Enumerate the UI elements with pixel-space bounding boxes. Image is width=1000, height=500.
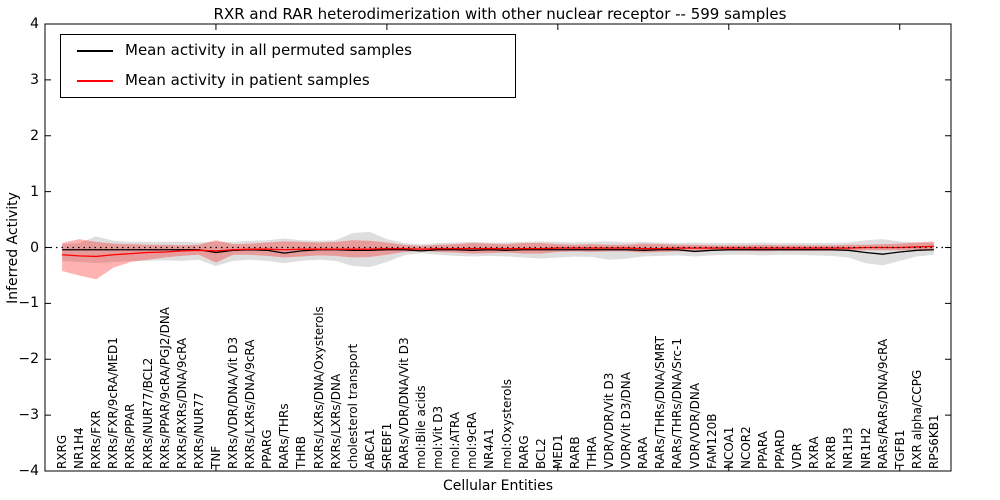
legend-label-patient: Mean activity in patient samples	[125, 71, 370, 89]
x-tick-label: RXRs/NUR77	[191, 392, 206, 469]
x-tick-label: RARG	[516, 435, 531, 469]
x-tick-label: PPARD	[773, 429, 788, 470]
x-tick-label: RXRs/LXRs/DNA/Oxysterols	[311, 306, 326, 469]
x-tick-label: SREBF1	[379, 422, 394, 469]
x-tick-label: RXRs/RXRs/DNA/9cRA	[174, 337, 189, 469]
x-tick-label: mol:ATRA	[448, 411, 463, 469]
x-tick-label: BCL2	[533, 438, 548, 469]
y-tick-label: 2	[30, 127, 39, 144]
x-tick-label: RARs/THRs/DNA/SMRT	[653, 336, 668, 469]
x-tick-label: RARs/RARs/DNA/9cRA	[875, 338, 890, 469]
y-tick-label: 0	[30, 239, 39, 256]
y-tick-label: 1	[30, 183, 39, 200]
y-tick-label: −3	[18, 407, 39, 424]
x-tick-label: MED1	[550, 434, 565, 469]
x-tick-label: TNF	[208, 445, 223, 469]
x-tick-label: RARA	[636, 436, 651, 469]
x-tick-label: RXRG	[55, 434, 70, 469]
x-tick-label: NR1H3	[841, 427, 856, 469]
x-tick-label: RXRs/NUR77/BCL2	[140, 357, 155, 469]
x-tick-label: RARs/THRs/DNA/Src-1	[670, 338, 685, 469]
y-tick-label: 4	[30, 16, 39, 32]
x-tick-label: mol:Vit D3	[431, 405, 446, 469]
y-tick-label: 3	[30, 71, 39, 88]
legend-line-red	[77, 80, 113, 82]
x-tick-label: THRA	[585, 436, 600, 469]
x-tick-label: RXRs/PPAR/9cRA/PGJ2/DNA	[157, 307, 172, 469]
x-tick-label: RXRs/LXRs/DNA	[328, 373, 343, 469]
x-tick-label: VDR/VDR/DNA	[687, 382, 702, 469]
x-tick-label: RXR alpha/CCPG	[909, 369, 924, 469]
x-tick-label: VDR	[790, 443, 805, 469]
chart-title: RXR and RAR heterodimerization with othe…	[213, 5, 787, 23]
x-tick-label: VDR/VDR/Vit D3	[602, 372, 617, 469]
legend-item-patient: Mean activity in patient samples	[61, 67, 515, 95]
x-tick-label: NCOA1	[721, 426, 736, 469]
x-tick-label: NR4A1	[482, 428, 497, 469]
x-tick-label: mol:Bile acids	[414, 385, 429, 469]
x-tick-label: RXRs/FXR/9cRA/MED1	[106, 337, 121, 469]
x-tick-label: cholesterol transport	[345, 343, 360, 469]
x-tick-label: RXRs/FXR	[89, 410, 104, 469]
legend-item-permuted: Mean activity in all permuted samples	[61, 37, 515, 65]
x-tick-label: PPARA	[755, 431, 770, 469]
x-tick-label: RXRB	[824, 435, 839, 469]
x-tick-label: RXRs/LXRs/DNA/9cRA	[243, 339, 258, 470]
x-tick-label: FAM120B	[704, 413, 719, 470]
x-tick-label: NR1H2	[858, 427, 873, 469]
legend-line-black	[77, 50, 113, 52]
y-tick-label: −4	[18, 463, 39, 479]
x-tick-label: RPS6KB1	[926, 414, 941, 469]
y-tick-label: −1	[18, 295, 39, 312]
x-tick-label: NCOR2	[738, 426, 753, 469]
x-tick-label: mol:Oxysterols	[499, 379, 514, 469]
x-tick-label: RXRA	[807, 436, 822, 469]
x-tick-label: RARs/VDR/DNA/Vit D3	[396, 337, 411, 469]
x-tick-label: mol:9cRA	[465, 412, 480, 469]
x-tick-label: RXRs/VDR/DNA/Vit D3	[226, 336, 241, 469]
x-tick-label: RXRs/PPAR	[123, 403, 138, 469]
x-tick-label: THRB	[294, 436, 309, 469]
x-tick-label: RARs/THRs	[277, 403, 292, 469]
x-tick-label: RARB	[567, 436, 582, 469]
legend: Mean activity in all permuted samples Me…	[60, 34, 516, 98]
x-tick-label: ABCA1	[362, 428, 377, 469]
legend-label-permuted: Mean activity in all permuted samples	[125, 41, 412, 59]
y-tick-label: −2	[18, 351, 39, 368]
x-tick-label: TGFB1	[892, 429, 907, 469]
x-tick-label: VDR/Vit D3/DNA	[619, 372, 634, 469]
x-axis-label: Cellular Entities	[442, 478, 554, 494]
x-tick-label: PPARG	[260, 429, 275, 469]
x-tick-label: NR1H4	[72, 427, 87, 469]
